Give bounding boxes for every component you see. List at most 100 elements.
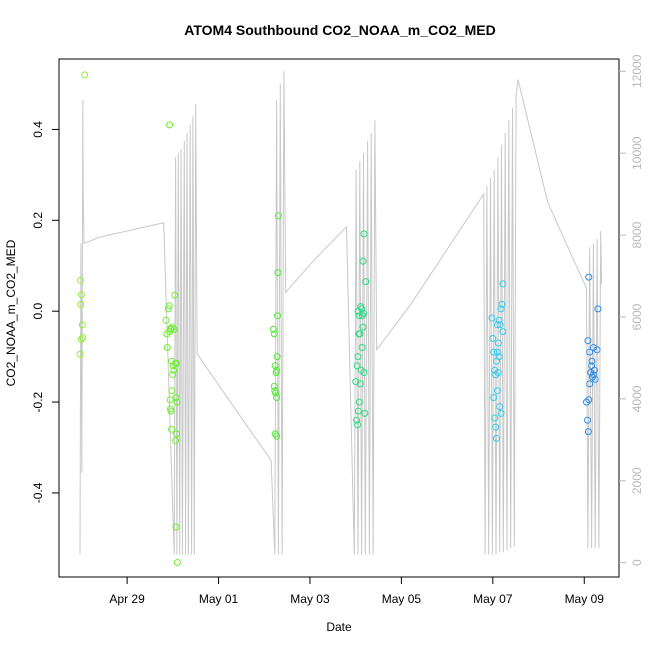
data-point	[584, 416, 591, 424]
data-point	[490, 348, 498, 356]
data-point	[496, 321, 504, 329]
data-point	[360, 230, 368, 238]
data-point	[273, 432, 281, 440]
data-point	[496, 403, 504, 411]
data-point	[492, 423, 500, 431]
data-point	[273, 353, 281, 361]
y-tick-label: 0.2	[31, 212, 45, 229]
data-point	[499, 328, 507, 336]
data-point	[79, 334, 87, 341]
data-point	[273, 394, 281, 401]
data-point	[354, 421, 361, 429]
data-point	[584, 428, 592, 436]
data-point	[589, 344, 597, 351]
data-point	[495, 353, 503, 361]
data-point	[163, 344, 171, 351]
data-point	[77, 300, 85, 308]
data-point	[171, 291, 179, 299]
x-tick-label: May 01	[199, 592, 239, 606]
data-point	[274, 312, 281, 320]
y-axis-label: CO2_NOAA_m_CO2_MED	[4, 239, 18, 386]
data-point	[361, 409, 369, 417]
data-point	[362, 278, 370, 286]
data-point	[353, 362, 361, 370]
data-point	[164, 305, 172, 313]
data-point	[585, 396, 593, 404]
data-point	[173, 359, 180, 367]
data-point	[173, 398, 181, 406]
data-point	[591, 375, 599, 383]
data-point	[274, 269, 282, 277]
plot-area: Apr 29 May 01 May 03 May 05 May 07 May 09 -0.4…	[31, 54, 644, 606]
data-point	[594, 305, 602, 313]
y2-tick-label: 12000	[630, 54, 644, 88]
data-point	[166, 121, 174, 129]
data-point	[162, 316, 170, 324]
x-axis-label: Date	[326, 620, 352, 634]
data-point	[495, 316, 503, 324]
data-point	[493, 387, 501, 395]
x-tick-label: May 09	[565, 592, 605, 606]
data-point	[168, 425, 175, 433]
data-point	[498, 300, 506, 308]
data-point	[273, 366, 281, 374]
y2-tick-label: 8000	[630, 221, 644, 248]
data-point	[359, 323, 367, 331]
data-point	[491, 414, 499, 422]
data-point	[167, 407, 175, 415]
data-point	[358, 305, 366, 313]
data-point	[494, 369, 502, 376]
data-point	[169, 371, 177, 379]
data-point	[76, 350, 84, 358]
data-point	[78, 321, 86, 329]
data-point	[493, 321, 501, 329]
data-point	[170, 325, 178, 333]
chart-title: ATOM4 Southbound CO2_NOAA_m_CO2_MED	[184, 22, 495, 38]
data-point	[166, 396, 174, 404]
y2-tick-label: 6000	[630, 303, 644, 330]
data-point	[583, 398, 590, 406]
data-point	[356, 330, 364, 338]
data-point	[354, 407, 362, 415]
x-tick-label: May 03	[290, 592, 330, 606]
data-point	[493, 434, 500, 442]
x-tick-label: Apr 29	[109, 592, 145, 606]
data-point	[590, 366, 598, 374]
data-point	[491, 366, 499, 374]
data-point	[586, 348, 594, 356]
data-point	[585, 273, 593, 281]
data-point	[172, 437, 180, 445]
data-point	[490, 394, 498, 401]
data-point	[584, 337, 592, 345]
y-tick-label: -0.4	[31, 482, 45, 503]
data-point	[358, 344, 366, 351]
data-point	[173, 430, 180, 438]
data-point	[586, 380, 594, 388]
data-point	[271, 362, 279, 370]
altitude-trace-line	[79, 71, 603, 555]
data-point	[173, 559, 181, 566]
data-point	[77, 291, 85, 299]
data-point	[497, 305, 505, 313]
data-point	[356, 380, 364, 388]
plot-frame	[58, 58, 620, 578]
data-point	[360, 310, 367, 317]
data-point	[172, 394, 180, 401]
data-point	[489, 334, 497, 342]
y-tick-label: 0.0	[31, 303, 45, 320]
data-point	[589, 371, 597, 379]
data-point	[588, 357, 596, 365]
y2-tick-label: 4000	[630, 385, 644, 412]
data-point	[269, 325, 277, 333]
data-point	[593, 346, 601, 354]
y2-tick-label: 10000	[630, 136, 644, 170]
data-point	[360, 369, 368, 376]
data-point	[274, 212, 282, 220]
data-point	[172, 523, 180, 531]
data-point	[494, 339, 502, 347]
data-point	[499, 280, 507, 288]
data-point	[488, 314, 496, 322]
data-point	[170, 366, 178, 374]
